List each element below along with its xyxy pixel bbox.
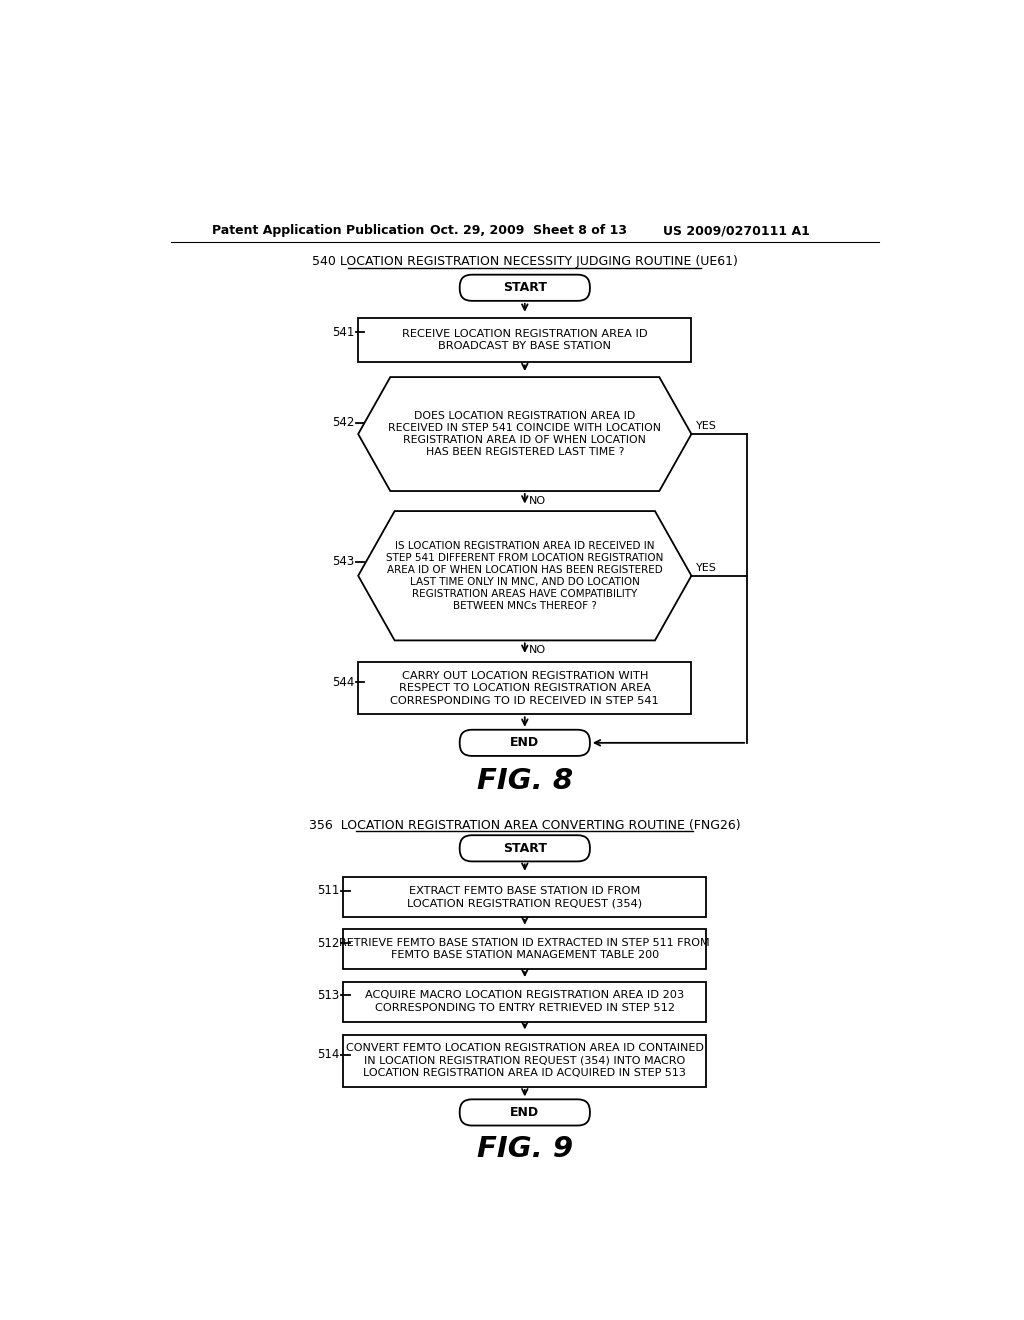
- Text: 511: 511: [317, 884, 340, 898]
- Text: 543: 543: [332, 556, 354, 569]
- Text: 541: 541: [332, 326, 354, 339]
- Text: START: START: [503, 842, 547, 855]
- Text: 542: 542: [332, 416, 354, 429]
- Text: YES: YES: [696, 564, 717, 573]
- Text: DOES LOCATION REGISTRATION AREA ID
RECEIVED IN STEP 541 COINCIDE WITH LOCATION
R: DOES LOCATION REGISTRATION AREA ID RECEI…: [388, 411, 662, 457]
- Text: NO: NO: [528, 645, 546, 656]
- Text: EXTRACT FEMTO BASE STATION ID FROM
LOCATION REGISTRATION REQUEST (354): EXTRACT FEMTO BASE STATION ID FROM LOCAT…: [408, 886, 642, 908]
- Text: FIG. 8: FIG. 8: [477, 767, 572, 795]
- Text: 513: 513: [317, 989, 340, 1002]
- Text: RECEIVE LOCATION REGISTRATION AREA ID
BROADCAST BY BASE STATION: RECEIVE LOCATION REGISTRATION AREA ID BR…: [402, 329, 647, 351]
- Text: US 2009/0270111 A1: US 2009/0270111 A1: [663, 224, 810, 238]
- FancyBboxPatch shape: [460, 730, 590, 756]
- Text: END: END: [510, 1106, 540, 1119]
- Text: FIG. 9: FIG. 9: [477, 1135, 572, 1163]
- Bar: [358, 663, 691, 714]
- Text: Oct. 29, 2009  Sheet 8 of 13: Oct. 29, 2009 Sheet 8 of 13: [430, 224, 628, 238]
- Text: 540 LOCATION REGISTRATION NECESSITY JUDGING ROUTINE (UE61): 540 LOCATION REGISTRATION NECESSITY JUDG…: [312, 255, 737, 268]
- FancyBboxPatch shape: [460, 275, 590, 301]
- FancyBboxPatch shape: [460, 836, 590, 862]
- Polygon shape: [358, 378, 691, 491]
- Bar: [343, 876, 707, 917]
- Text: 512: 512: [317, 936, 340, 949]
- Bar: [343, 982, 707, 1022]
- Text: NO: NO: [528, 496, 546, 506]
- Text: 544: 544: [332, 676, 354, 689]
- Polygon shape: [358, 511, 691, 640]
- Bar: [343, 929, 707, 969]
- Text: START: START: [503, 281, 547, 294]
- Text: 356  LOCATION REGISTRATION AREA CONVERTING ROUTINE (FNG26): 356 LOCATION REGISTRATION AREA CONVERTIN…: [309, 818, 740, 832]
- Text: CONVERT FEMTO LOCATION REGISTRATION AREA ID CONTAINED
IN LOCATION REGISTRATION R: CONVERT FEMTO LOCATION REGISTRATION AREA…: [346, 1043, 703, 1078]
- Text: Patent Application Publication: Patent Application Publication: [212, 224, 424, 238]
- Text: 514: 514: [317, 1048, 340, 1061]
- Text: END: END: [510, 737, 540, 750]
- FancyBboxPatch shape: [460, 1100, 590, 1126]
- Text: ACQUIRE MACRO LOCATION REGISTRATION AREA ID 203
CORRESPONDING TO ENTRY RETRIEVED: ACQUIRE MACRO LOCATION REGISTRATION AREA…: [366, 990, 684, 1012]
- Text: CARRY OUT LOCATION REGISTRATION WITH
RESPECT TO LOCATION REGISTRATION AREA
CORRE: CARRY OUT LOCATION REGISTRATION WITH RES…: [390, 671, 659, 706]
- Text: YES: YES: [696, 421, 717, 432]
- Text: RETRIEVE FEMTO BASE STATION ID EXTRACTED IN STEP 511 FROM
FEMTO BASE STATION MAN: RETRIEVE FEMTO BASE STATION ID EXTRACTED…: [340, 939, 710, 961]
- Text: IS LOCATION REGISTRATION AREA ID RECEIVED IN
STEP 541 DIFFERENT FROM LOCATION RE: IS LOCATION REGISTRATION AREA ID RECEIVE…: [386, 541, 664, 611]
- Bar: [343, 1035, 707, 1086]
- Bar: [358, 318, 691, 363]
